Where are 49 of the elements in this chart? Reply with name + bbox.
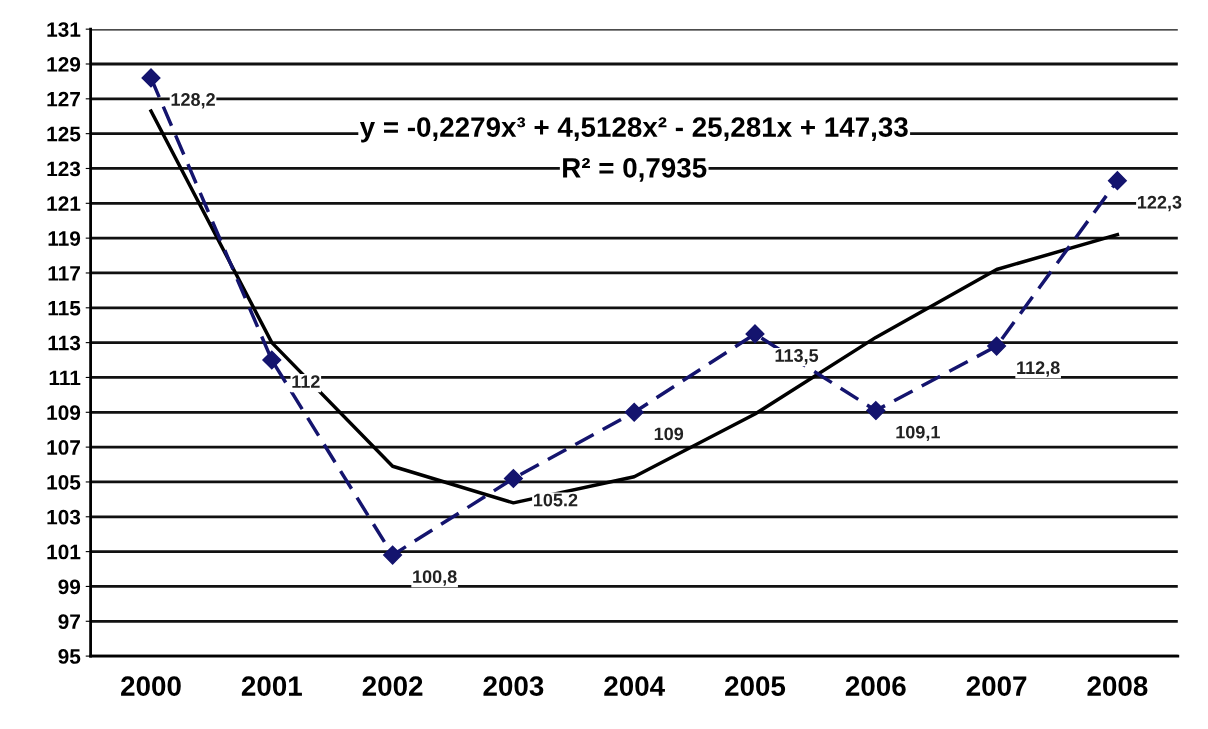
point — [1107, 171, 1127, 191]
annotation: R² = 0,7935 — [563, 158, 707, 182]
point — [503, 468, 523, 489]
line-series — [149, 109, 1120, 505]
y-tick-label: 107 — [47, 440, 80, 455]
x-tick-label: 2007 — [966, 676, 1027, 696]
y-tick-label: 103 — [47, 509, 81, 525]
y-tick-label: 97 — [58, 614, 80, 630]
point — [141, 68, 161, 88]
data-label: 113,5 — [775, 349, 819, 365]
point — [866, 401, 886, 421]
y-tick-label: 117 — [48, 266, 80, 281]
y-tick-label: 113 — [48, 335, 81, 351]
y-tick-label: 109 — [47, 405, 81, 421]
x-tick-label: 2005 — [725, 676, 786, 696]
y-tick-label: 131 — [47, 22, 81, 37]
data-label: 100,8 — [413, 570, 457, 586]
data-label: 109 — [654, 427, 684, 441]
y-tick-label: 99 — [58, 579, 81, 595]
y-tick-label: 95 — [58, 649, 81, 664]
data-label: 128,2 — [171, 93, 215, 109]
x-tick-label: 2002 — [362, 676, 423, 696]
annotation: y = -0,2279x³ + 4,5128x² - 25,281x + 147,33 — [359, 117, 908, 143]
data-label: 122,3 — [1137, 195, 1182, 212]
y-tick-label: 121 — [47, 196, 81, 211]
data-label: 112,8 — [1017, 361, 1060, 377]
x-tick-label: 2001 — [241, 676, 302, 696]
y-tick-label: 115 — [48, 301, 81, 316]
x-tick-label: 2004 — [604, 676, 665, 696]
y-tick-label: 129 — [47, 56, 81, 72]
x-tick-label: 2000 — [121, 676, 181, 696]
data-label: 105.2 — [533, 493, 578, 507]
point — [383, 545, 403, 565]
x-tick-label: 2003 — [483, 676, 544, 696]
data-label: 109,1 — [896, 425, 940, 442]
y-tick-label: 127 — [47, 91, 80, 107]
y-tick-label: 111 — [49, 370, 81, 386]
point — [262, 350, 282, 370]
point — [624, 402, 644, 422]
x-tick-label: 2006 — [845, 676, 906, 696]
point — [987, 336, 1007, 356]
point — [745, 324, 765, 344]
y-tick-label: 125 — [47, 126, 81, 142]
y-tick-label: 119 — [48, 231, 81, 246]
y-tick-label: 123 — [47, 161, 81, 177]
y-tick-label: 101 — [47, 544, 81, 560]
x-tick-label: 2008 — [1087, 676, 1148, 696]
data-label: 112 — [292, 375, 320, 388]
y-tick-label: 105 — [47, 474, 81, 490]
